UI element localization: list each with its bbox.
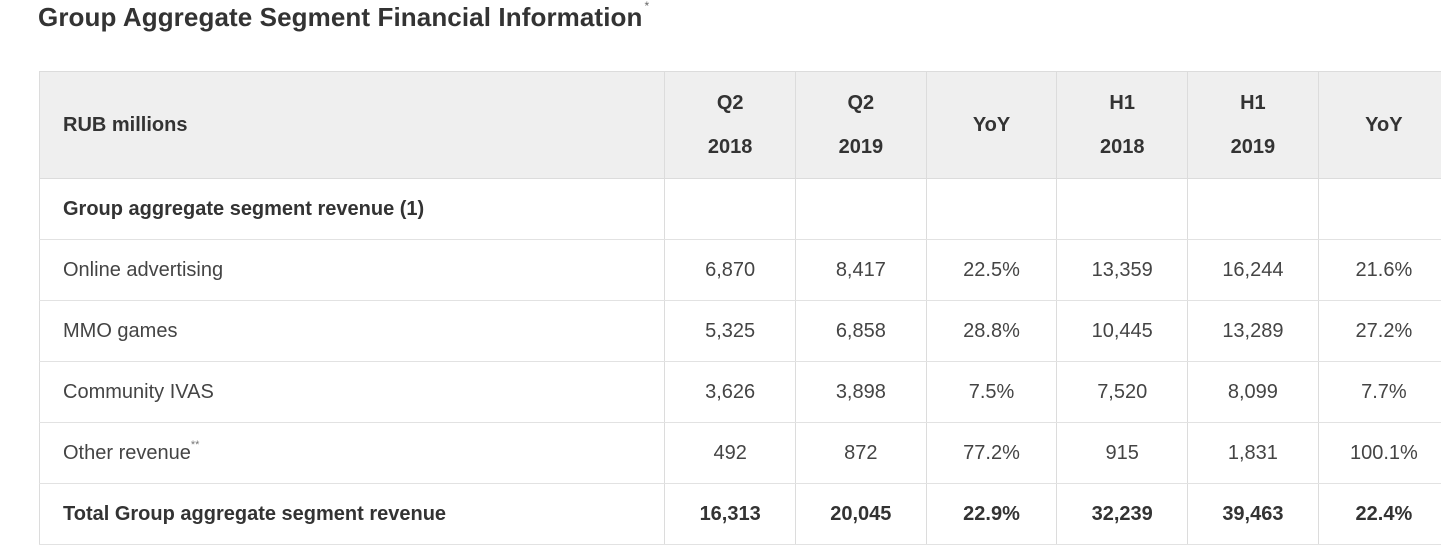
table-cell	[1187, 178, 1319, 240]
segment-financial-table: RUB millions Q2 2018 Q2 2019 YoY H1 2018 H1…	[38, 71, 1441, 545]
row-footnote-mark: **	[190, 438, 200, 451]
header-line1: YoY	[1365, 114, 1403, 136]
table-cell: 1,831	[1187, 422, 1319, 484]
table-row: Other revenue** 492 872 77.2% 915 1,831 …	[38, 422, 1441, 484]
table-cell: 3,626	[664, 361, 796, 423]
header-label-units: RUB millions	[38, 71, 665, 179]
header-line1: YoY	[972, 114, 1011, 136]
table-cell: 7,520	[1056, 361, 1188, 423]
table-cell: 28.8%	[925, 300, 1057, 362]
header-line2: 2019	[1230, 136, 1276, 158]
header-line2: 2018	[1099, 136, 1145, 158]
table-cell	[664, 178, 796, 240]
table-cell: 13,359	[1056, 239, 1188, 301]
row-label-text: Online advertising	[63, 258, 224, 281]
table-cell: 10,445	[1056, 300, 1188, 362]
table-row: Community IVAS 3,626 3,898 7.5% 7,520 8,…	[38, 361, 1441, 423]
table-cell	[1056, 178, 1188, 240]
total-cell: 32,239	[1056, 483, 1188, 545]
table-cell: 77.2%	[925, 422, 1057, 484]
row-label: Online advertising	[38, 239, 665, 301]
title-footnote-mark: *	[644, 0, 650, 14]
total-cell: 22.4%	[1317, 483, 1441, 545]
section-label: Group aggregate segment revenue (1)	[38, 178, 665, 240]
total-cell: 39,463	[1187, 483, 1319, 545]
page-title: Group Aggregate Segment Financial Inform…	[38, 0, 650, 33]
row-label: Other revenue**	[38, 422, 665, 484]
table-cell: 8,099	[1187, 361, 1319, 423]
table-cell: 16,244	[1187, 239, 1319, 301]
row-label: MMO games	[38, 300, 665, 362]
table-header-row: RUB millions Q2 2018 Q2 2019 YoY H1 2018 H1…	[38, 71, 1441, 179]
table-row: Online advertising 6,870 8,417 22.5% 13,…	[38, 239, 1441, 301]
table-cell: 872	[795, 422, 927, 484]
table-cell: 7.5%	[925, 361, 1057, 423]
header-q2-2019: Q2 2019	[795, 71, 927, 179]
total-cell: 16,313	[664, 483, 796, 545]
header-line2: 2019	[838, 136, 884, 158]
table-row: MMO games 5,325 6,858 28.8% 10,445 13,28…	[38, 300, 1441, 362]
header-line1: H1	[1109, 92, 1135, 114]
table-cell: 8,417	[795, 239, 927, 301]
header-line1: Q2	[716, 92, 744, 114]
table-cell	[795, 178, 927, 240]
section-row: Group aggregate segment revenue (1)	[38, 178, 1441, 240]
row-label-text: MMO games	[63, 319, 178, 342]
total-label: Total Group aggregate segment revenue	[38, 483, 665, 545]
table-cell	[925, 178, 1057, 240]
table-cell: 3,898	[795, 361, 927, 423]
row-label-text: Community IVAS	[63, 380, 214, 403]
total-cell: 20,045	[795, 483, 927, 545]
header-q2-2018: Q2 2018	[664, 71, 796, 179]
total-cell: 22.9%	[925, 483, 1057, 545]
header-line1: H1	[1240, 92, 1266, 114]
total-row: Total Group aggregate segment revenue 16…	[38, 483, 1441, 545]
table-cell: 6,858	[795, 300, 927, 362]
table-cell: 27.2%	[1317, 300, 1441, 362]
table-cell: 915	[1056, 422, 1188, 484]
header-h1-2018: H1 2018	[1056, 71, 1188, 179]
header-h1-2019: H1 2019	[1187, 71, 1319, 179]
table-cell	[1317, 178, 1441, 240]
table-cell: 492	[664, 422, 796, 484]
header-q-yoy: YoY	[925, 71, 1057, 179]
table-cell: 22.5%	[925, 239, 1057, 301]
header-line1: Q2	[847, 92, 875, 114]
row-label: Community IVAS	[38, 361, 665, 423]
header-h-yoy: YoY	[1317, 71, 1441, 179]
table-cell: 6,870	[664, 239, 796, 301]
table-cell: 100.1%	[1317, 422, 1441, 484]
table-cell: 21.6%	[1317, 239, 1441, 301]
row-label-text: Other revenue	[63, 441, 191, 464]
table-cell: 13,289	[1187, 300, 1319, 362]
table-cell: 5,325	[664, 300, 796, 362]
header-line2: 2018	[707, 136, 753, 158]
table-cell: 7.7%	[1317, 361, 1441, 423]
page-title-text: Group Aggregate Segment Financial Inform…	[38, 2, 643, 32]
